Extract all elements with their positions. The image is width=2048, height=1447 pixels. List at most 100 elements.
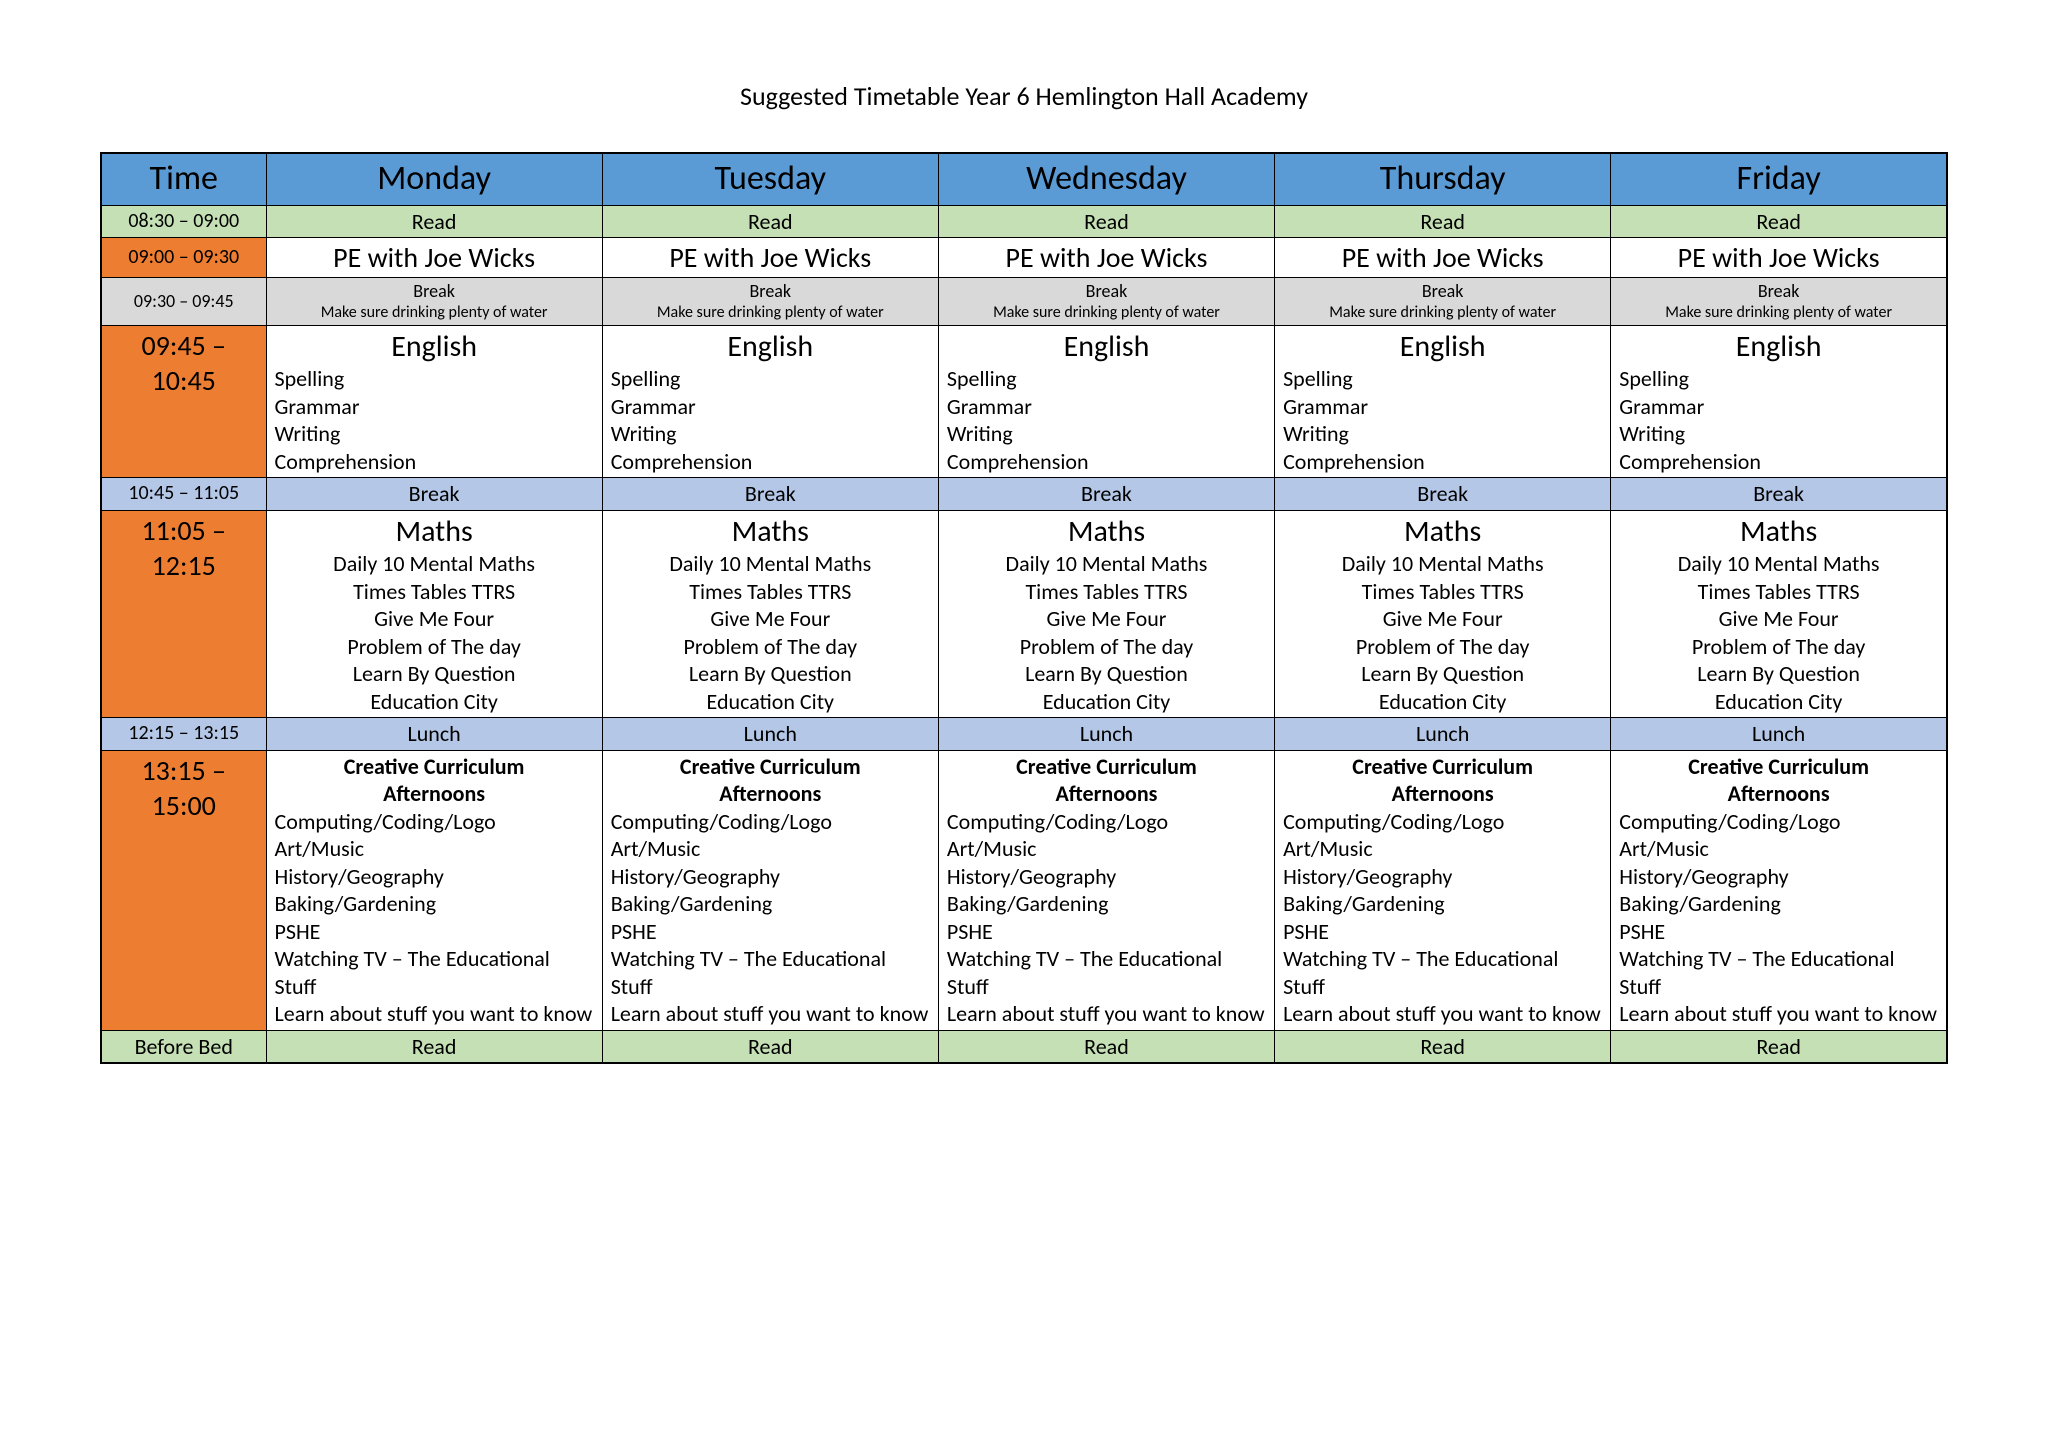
list-item: Baking/Gardening xyxy=(1283,890,1602,918)
row-afternoon: 13:15 – 15:00Creative CurriculumAfternoo… xyxy=(101,750,1947,1030)
list-item: Education City xyxy=(275,688,594,716)
cell-read_am-thursday: Read xyxy=(1275,205,1611,238)
cell-bed-monday: Read xyxy=(266,1030,602,1063)
list-item: Computing/Coding/Logo xyxy=(275,808,594,836)
cell-maths-friday: MathsDaily 10 Mental MathsTimes Tables T… xyxy=(1611,510,1947,718)
cell-list: SpellingGrammarWritingComprehension xyxy=(947,365,1266,475)
list-item: Learn about stuff you want to know xyxy=(1283,1000,1602,1028)
list-item: Art/Music xyxy=(1619,835,1938,863)
cell-lunch-tuesday: Lunch xyxy=(602,718,938,751)
row-read_am: 08:30 – 09:00ReadReadReadReadRead xyxy=(101,205,1947,238)
list-item: Watching TV – The Educational Stuff xyxy=(1283,945,1602,1000)
cell-list: SpellingGrammarWritingComprehension xyxy=(275,365,594,475)
cell-heading: English xyxy=(611,328,930,366)
list-item: Grammar xyxy=(1619,393,1938,421)
cell-list: Computing/Coding/LogoArt/MusicHistory/Ge… xyxy=(275,808,594,1028)
list-item: Times Tables TTRS xyxy=(1283,578,1602,606)
cell-maths-monday: MathsDaily 10 Mental MathsTimes Tables T… xyxy=(266,510,602,718)
cell-lunch-wednesday: Lunch xyxy=(938,718,1274,751)
time-cell-maths: 11:05 – 12:15 xyxy=(101,510,266,718)
cell-break2-monday: Break xyxy=(266,478,602,511)
header-day-tuesday: Tuesday xyxy=(602,153,938,205)
cell-list: SpellingGrammarWritingComprehension xyxy=(611,365,930,475)
list-item: Learn By Question xyxy=(1283,660,1602,688)
list-item: Baking/Gardening xyxy=(947,890,1266,918)
list-item: Grammar xyxy=(947,393,1266,421)
list-item: Give Me Four xyxy=(1619,605,1938,633)
cell-break2-thursday: Break xyxy=(1275,478,1611,511)
list-item: Computing/Coding/Logo xyxy=(1283,808,1602,836)
cell-line2: Make sure drinking plenty of water xyxy=(611,303,930,323)
list-item: Writing xyxy=(611,420,930,448)
list-item: Learn By Question xyxy=(611,660,930,688)
cell-list: Daily 10 Mental MathsTimes Tables TTRSGi… xyxy=(1619,550,1938,715)
cell-list: Computing/Coding/LogoArt/MusicHistory/Ge… xyxy=(611,808,930,1028)
list-item: Problem of The day xyxy=(947,633,1266,661)
cell-heading: PE with Joe Wicks xyxy=(611,240,930,275)
cell-maths-tuesday: MathsDaily 10 Mental MathsTimes Tables T… xyxy=(602,510,938,718)
cell-line1: Break xyxy=(1283,280,1602,303)
cell-read_am-wednesday: Read xyxy=(938,205,1274,238)
cell-lunch-thursday: Lunch xyxy=(1275,718,1611,751)
list-item: Comprehension xyxy=(1619,448,1938,476)
list-item: Watching TV – The Educational Stuff xyxy=(947,945,1266,1000)
cell-list: Daily 10 Mental MathsTimes Tables TTRSGi… xyxy=(611,550,930,715)
cell-list: Computing/Coding/LogoArt/MusicHistory/Ge… xyxy=(1619,808,1938,1028)
cell-line2: Make sure drinking plenty of water xyxy=(1619,303,1938,323)
cell-pe-wednesday: PE with Joe Wicks xyxy=(938,238,1274,278)
list-item: Grammar xyxy=(611,393,930,421)
cell-pe-thursday: PE with Joe Wicks xyxy=(1275,238,1611,278)
list-item: Learn By Question xyxy=(1619,660,1938,688)
cell-pe-monday: PE with Joe Wicks xyxy=(266,238,602,278)
cell-heading: Maths xyxy=(275,513,594,551)
cell-heading: English xyxy=(1283,328,1602,366)
timetable: TimeMondayTuesdayWednesdayThursdayFriday… xyxy=(100,152,1948,1064)
list-item: History/Geography xyxy=(1283,863,1602,891)
list-item: History/Geography xyxy=(947,863,1266,891)
cell-heading: PE with Joe Wicks xyxy=(1619,240,1938,275)
cell-line1: Break xyxy=(1619,280,1938,303)
list-item: Learn By Question xyxy=(947,660,1266,688)
cell-pe-tuesday: PE with Joe Wicks xyxy=(602,238,938,278)
cell-heading: Maths xyxy=(947,513,1266,551)
time-cell-afternoon: 13:15 – 15:00 xyxy=(101,750,266,1030)
document-title: Suggested Timetable Year 6 Hemlington Ha… xyxy=(100,80,1948,112)
header-day-wednesday: Wednesday xyxy=(938,153,1274,205)
list-item: Give Me Four xyxy=(947,605,1266,633)
cell-list: Computing/Coding/LogoArt/MusicHistory/Ge… xyxy=(947,808,1266,1028)
cell-line2: Make sure drinking plenty of water xyxy=(1283,303,1602,323)
cell-heading: Creative Curriculum xyxy=(275,753,594,781)
timetable-body: 08:30 – 09:00ReadReadReadReadRead09:00 –… xyxy=(101,205,1947,1063)
list-item: Computing/Coding/Logo xyxy=(1619,808,1938,836)
cell-afternoon-tuesday: Creative CurriculumAfternoonsComputing/C… xyxy=(602,750,938,1030)
list-item: Times Tables TTRS xyxy=(947,578,1266,606)
cell-bed-thursday: Read xyxy=(1275,1030,1611,1063)
cell-heading: Creative Curriculum xyxy=(947,753,1266,781)
list-item: Give Me Four xyxy=(275,605,594,633)
time-cell-break1: 09:30 – 09:45 xyxy=(101,278,266,326)
list-item: Spelling xyxy=(1283,365,1602,393)
list-item: Problem of The day xyxy=(611,633,930,661)
cell-heading: Afternoons xyxy=(611,780,930,808)
list-item: Learn about stuff you want to know xyxy=(947,1000,1266,1028)
list-item: Daily 10 Mental Maths xyxy=(611,550,930,578)
cell-read_am-friday: Read xyxy=(1611,205,1947,238)
list-item: Watching TV – The Educational Stuff xyxy=(275,945,594,1000)
list-item: Daily 10 Mental Maths xyxy=(275,550,594,578)
cell-heading: Creative Curriculum xyxy=(1283,753,1602,781)
list-item: Problem of The day xyxy=(1619,633,1938,661)
list-item: Baking/Gardening xyxy=(611,890,930,918)
cell-afternoon-wednesday: Creative CurriculumAfternoonsComputing/C… xyxy=(938,750,1274,1030)
cell-heading: PE with Joe Wicks xyxy=(275,240,594,275)
row-pe: 09:00 – 09:30PE with Joe WicksPE with Jo… xyxy=(101,238,1947,278)
list-item: Computing/Coding/Logo xyxy=(947,808,1266,836)
cell-heading: Maths xyxy=(1283,513,1602,551)
cell-break1-tuesday: BreakMake sure drinking plenty of water xyxy=(602,278,938,326)
cell-line1: Break xyxy=(611,280,930,303)
cell-heading: Maths xyxy=(611,513,930,551)
list-item: Art/Music xyxy=(1283,835,1602,863)
header-day-friday: Friday xyxy=(1611,153,1947,205)
cell-maths-thursday: MathsDaily 10 Mental MathsTimes Tables T… xyxy=(1275,510,1611,718)
row-bed: Before BedReadReadReadReadRead xyxy=(101,1030,1947,1063)
list-item: Spelling xyxy=(947,365,1266,393)
